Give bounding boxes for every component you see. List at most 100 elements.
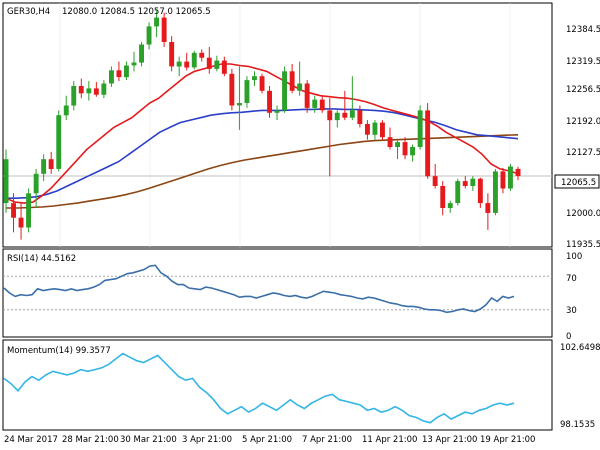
candle-body: [131, 62, 137, 66]
candle-body: [349, 110, 355, 118]
price-tick: 12192.0: [566, 117, 600, 127]
candle-body: [282, 71, 287, 111]
rsi-pane-frame: [2, 248, 553, 338]
ohlc-readout: 12080.0 12084.5 12057.0 12065.5: [62, 7, 211, 17]
candle-body: [425, 110, 431, 177]
candle-body: [78, 86, 84, 94]
time-label: 19 Apr 21:00: [480, 435, 535, 445]
candle-body: [154, 17, 159, 27]
candle-body: [244, 80, 250, 103]
rsi-tick: 70: [566, 274, 577, 284]
candle-body: [470, 178, 476, 186]
candle-body: [410, 147, 415, 156]
candle-body: [380, 122, 385, 138]
price-tick: 11935.5: [566, 240, 600, 250]
momentum-pane-frame: [2, 339, 553, 431]
candle-body: [63, 105, 69, 116]
momentum-line: [3, 352, 515, 424]
time-axis: 24 Mar 2017 28 Mar 21:00 30 Mar 21:00 3 …: [4, 435, 535, 445]
candle-body: [56, 115, 62, 169]
candle-body: [41, 159, 47, 174]
candle-body: [500, 171, 506, 189]
rsi-tick: 0: [566, 332, 571, 342]
candle-body: [274, 110, 280, 113]
candle-body: [139, 44, 144, 63]
candle-body: [304, 83, 310, 108]
price-tick: 12127.5: [566, 148, 600, 158]
candle-body: [11, 203, 16, 218]
time-label: 5 Apr 21:00: [242, 435, 292, 445]
momentum-pane[interactable]: [3, 352, 515, 424]
sma-mid-line: [6, 108, 519, 199]
candle-body: [237, 103, 242, 106]
price-tick: 12256.5: [566, 85, 600, 95]
candle-body: [477, 178, 483, 204]
price-tick: 12000.0: [566, 209, 600, 219]
sma-slow-line: [6, 134, 519, 209]
rsi-tick: 30: [566, 306, 577, 316]
rsi-pane[interactable]: [3, 264, 552, 314]
candle-body: [214, 60, 220, 69]
candle-body: [447, 203, 453, 208]
candle-body: [387, 137, 393, 147]
candle-body: [169, 42, 175, 67]
candle-body: [493, 171, 498, 213]
candle-body: [485, 203, 491, 213]
candle-body: [176, 61, 182, 67]
current-price-badge: [554, 174, 600, 189]
candle-body: [334, 112, 340, 121]
price-tick: 12384.5: [566, 25, 600, 35]
candle-body: [221, 60, 227, 74]
candle-body: [267, 90, 272, 113]
candle-body: [462, 181, 468, 186]
momentum-label: Momentum(14) 99.3577: [7, 346, 111, 356]
candle-body: [18, 217, 24, 228]
candle-body: [440, 186, 446, 208]
candle-body: [289, 71, 295, 91]
candle-body: [3, 159, 9, 204]
rsi-label: RSI(14) 44.5162: [7, 254, 76, 264]
candle-body: [455, 181, 461, 204]
time-label: 11 Apr 21:00: [362, 435, 417, 445]
candle-body: [229, 73, 235, 106]
candle-body: [372, 122, 378, 135]
candle-body: [191, 52, 197, 68]
time-label: 3 Apr 21:00: [182, 435, 232, 445]
candle-body: [297, 83, 303, 91]
momentum-tick: 102.6498: [560, 343, 600, 353]
candle-body: [93, 88, 99, 95]
candle-body: [327, 110, 333, 121]
current-price-label: 12065.5: [561, 178, 596, 188]
candle-body: [357, 110, 363, 125]
candle-body: [33, 173, 39, 194]
candle-body: [48, 159, 54, 169]
price-tick: 12319.5: [566, 57, 600, 67]
rsi-line: [3, 264, 515, 314]
candle-body: [515, 168, 521, 176]
chart-symbol: GER30,H4: [7, 7, 50, 17]
candle-body: [116, 70, 122, 78]
time-label: 24 Mar 2017: [4, 435, 58, 445]
time-label: 30 Mar 21:00: [120, 435, 177, 445]
candle-body: [365, 124, 370, 135]
candle-body: [101, 83, 107, 95]
candle-body: [252, 76, 257, 81]
time-label: 28 Mar 21:00: [62, 435, 119, 445]
candle-body: [161, 17, 167, 42]
candle-body: [432, 176, 438, 186]
candle-body: [319, 99, 325, 111]
rsi-tick: 100: [566, 252, 582, 262]
sma-fast-line: [5, 63, 519, 204]
price-pane[interactable]: [3, 3, 552, 247]
candle-body: [417, 110, 423, 147]
price-axis: 12384.5 12319.5 12256.5 12192.0 12127.5 …: [566, 25, 600, 250]
candle-body: [124, 65, 129, 78]
candle-body: [259, 76, 265, 91]
candle-body: [312, 99, 318, 108]
candle-body: [395, 142, 400, 147]
momentum-tick: 98.1535: [560, 420, 595, 430]
candle-body: [26, 193, 31, 228]
candle-body: [86, 88, 92, 94]
candle-body: [206, 57, 212, 69]
